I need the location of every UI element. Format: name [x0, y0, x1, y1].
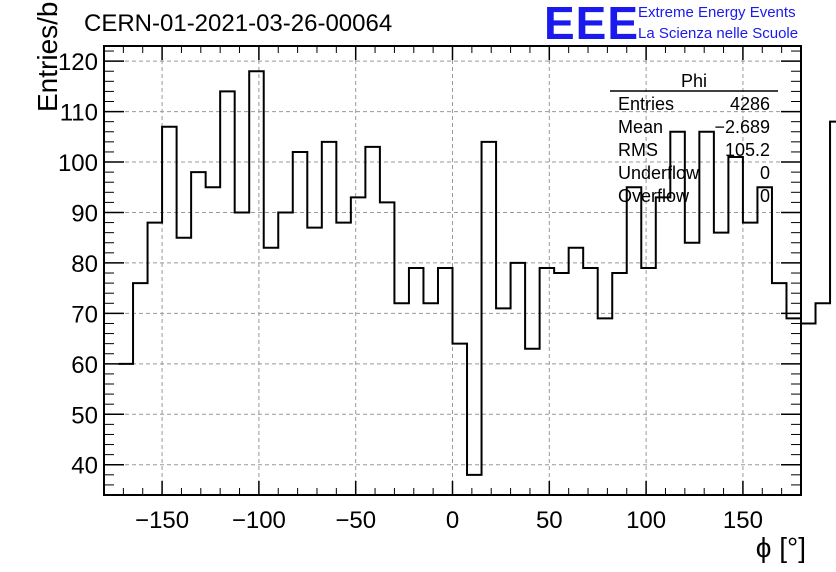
stats-box: Phi Entries 4286 Mean −2.689 RMS 105.2 Underflo… — [610, 71, 778, 206]
stats-row-label: Mean — [618, 117, 663, 137]
eee-logo: EEE — [544, 0, 640, 49]
y-tick-label: 50 — [71, 402, 98, 429]
y-tick-label: 90 — [71, 200, 98, 227]
stats-row-value: 0 — [760, 186, 770, 206]
y-tick-label: 40 — [71, 453, 98, 480]
stats-row-value: 4286 — [730, 94, 770, 114]
stats-row-value: −2.689 — [714, 117, 770, 137]
stats-title: Phi — [681, 71, 707, 91]
y-tick-label: 70 — [71, 301, 98, 328]
y-tick-label: 120 — [58, 49, 98, 76]
stats-row-label: Underflow — [618, 163, 700, 183]
logo-subtitle-line1: Extreme Energy Events — [638, 4, 796, 21]
grid-lines — [104, 46, 801, 495]
stats-row-value: 0 — [760, 163, 770, 183]
stats-row-label: RMS — [618, 140, 658, 160]
x-tick-label: −50 — [335, 507, 376, 534]
logo-subtitle-line2: La Scienza nelle Scuole — [638, 25, 799, 42]
x-tick-label: 50 — [536, 507, 563, 534]
stats-row-label: Overflow — [618, 186, 690, 206]
plot-frame — [103, 45, 802, 496]
y-tick-label: 100 — [58, 150, 98, 177]
chart-title: CERN-01-2021-03-26-00064 — [84, 10, 393, 37]
x-tick-label: 100 — [626, 507, 666, 534]
stats-row-value: 105.2 — [725, 140, 770, 160]
x-tick-label: 0 — [446, 507, 459, 534]
axis-ticks — [103, 46, 802, 495]
x-axis-label: ϕ [°] — [755, 532, 806, 563]
stats-row-label: Entries — [618, 94, 674, 114]
x-tick-label: −100 — [232, 507, 286, 534]
tick-labels: −150 −100 −50 0 50 100 150 40 50 60 70 80 90 100 110 12… — [58, 49, 763, 534]
y-tick-label: 110 — [60, 100, 98, 127]
x-tick-label: −150 — [135, 507, 189, 534]
y-tick-label: 80 — [71, 251, 98, 278]
y-tick-label: 60 — [71, 352, 98, 379]
x-tick-label: 150 — [723, 507, 763, 534]
histogram-outline — [118, 70, 836, 476]
